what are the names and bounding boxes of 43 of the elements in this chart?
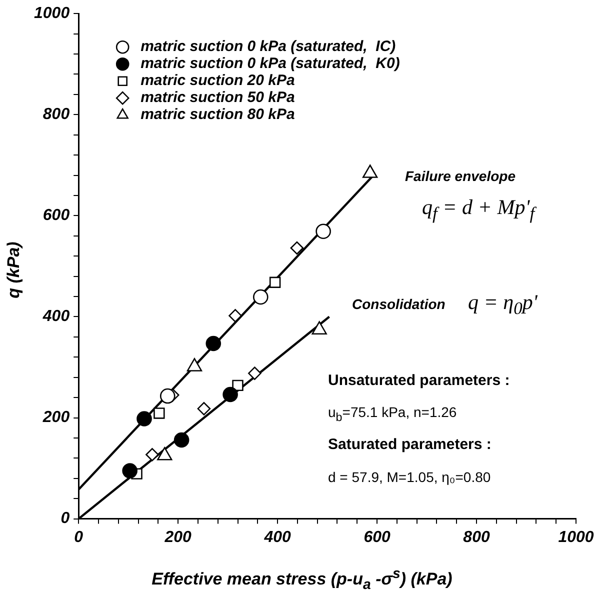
x-tick-label: 1000 — [558, 528, 594, 546]
y-tick-label: 600 — [42, 207, 70, 224]
point — [122, 463, 138, 478]
point — [197, 402, 211, 416]
legend-label: matric suction 0 kPa (saturated, K0) — [140, 55, 400, 72]
annotation: q$_{f}$ = d + Mp'$_{f}$ — [422, 195, 535, 224]
point — [136, 411, 152, 426]
y-tick-label: 1000 — [34, 5, 70, 22]
x-tick-label: 600 — [364, 528, 390, 546]
annotation: q = η$_{0}$p' — [468, 290, 538, 320]
point — [252, 289, 268, 305]
point — [232, 380, 244, 392]
x-axis-title: Effective mean stress (p-u$_{a}$ -σ$^{s}$) (kPa) — [150, 566, 454, 594]
point — [146, 448, 159, 462]
x-tick-label: 800 — [463, 528, 490, 546]
point — [269, 276, 281, 288]
point — [174, 432, 190, 448]
point — [160, 388, 176, 404]
point — [206, 336, 222, 352]
annotation: Saturated parameters : — [328, 436, 492, 453]
annotation: Failure envelope — [405, 168, 516, 184]
annotation: Consolidation — [352, 296, 446, 312]
legend-label: matric suction 0 kPa (saturated, IC) — [140, 38, 396, 56]
annotation: u$_{b}$=75.1 kPa, n=1.26 — [328, 404, 457, 424]
x-tick-label: 400 — [263, 528, 291, 546]
point — [290, 241, 304, 255]
x-tick-label: 200 — [164, 528, 192, 546]
y-tick-label: 800 — [42, 106, 70, 124]
point — [154, 408, 165, 419]
y-tick-label: 200 — [42, 409, 70, 426]
legend-label: matric suction 20 kPa — [140, 72, 295, 90]
annotation: d = 57.9, M=1.05, η₀=0.80 — [328, 469, 491, 485]
y-axis-title: q (kPa) — [4, 242, 24, 298]
y-tick-label: 0 — [60, 510, 70, 528]
point — [228, 309, 242, 322]
point — [316, 224, 331, 239]
point — [248, 366, 262, 380]
point — [222, 386, 238, 402]
legend-label: matric suction 50 kPa — [140, 89, 295, 106]
legend-label: matric suction 80 kPa — [140, 106, 295, 124]
annotation: Unsaturated parameters : — [328, 372, 510, 389]
y-tick-label: 400 — [42, 308, 70, 326]
x-tick-label: 0 — [74, 528, 84, 546]
